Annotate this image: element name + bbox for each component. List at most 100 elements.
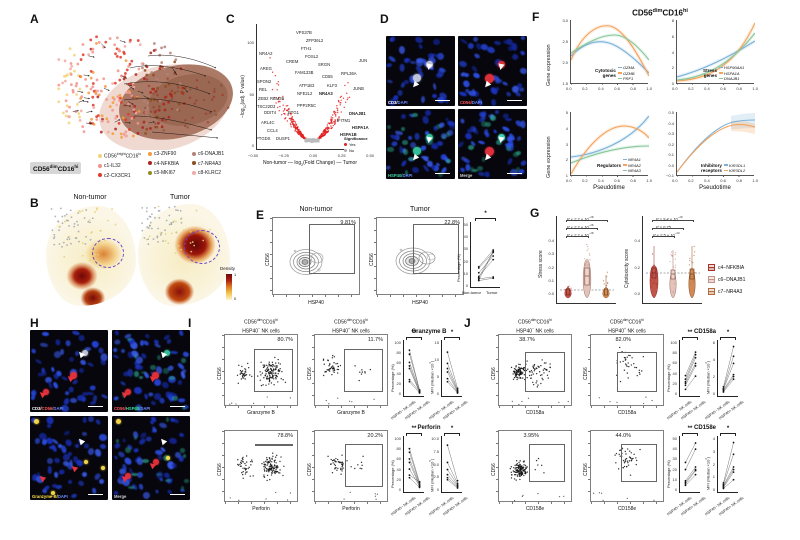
scatter-dot [63,255,66,258]
green-signal-blob [171,396,179,401]
scatter-dot [77,224,79,226]
fplot-ytick: −0.1 [666,173,674,178]
green-signal-blob [128,485,136,489]
scatter-dot [374,495,377,497]
fplot-xtick: 0.0 [672,86,678,91]
scatter-dot [263,461,265,463]
scatter-dot [269,457,271,460]
green-signal-blob [168,375,175,380]
line [723,442,734,483]
line [478,278,494,281]
scatter-dot [684,374,687,377]
line [124,121,131,124]
scatter-dot [694,356,697,359]
nucleus-blob [117,450,126,459]
scatter-dot [650,285,653,288]
accent-cell [42,388,49,395]
scatter-dot [521,372,524,375]
paired-ytick: 0 [436,487,439,492]
scatter-dot [334,113,337,116]
scatter-dot [277,466,279,468]
scatter-dot [240,465,242,467]
line [685,474,696,486]
scale-bar [507,172,522,174]
scatter-dot [325,399,327,402]
scatter-dot [684,388,687,391]
sig-bracket [444,337,460,340]
scatter-dot [151,213,153,216]
scatter-dot [124,130,128,134]
scatter-dot [122,77,126,81]
gate [255,443,293,446]
flow-plot-i2-pos: 20.2% [312,430,388,504]
scatter-dot [88,219,91,222]
nucleus-blob [100,393,108,399]
scatter-dot [191,116,194,119]
accent-cell [84,460,89,465]
scatter-dot [270,365,273,367]
scatter-dot [515,466,517,469]
legend-item: c5-MKI67 [148,169,179,179]
scatter-dot [170,97,174,101]
scatter-dot [173,205,176,208]
sig-stars: * [726,330,730,336]
scatter-dot [456,479,459,482]
scatter-dot [672,266,675,268]
scatter-dot [251,375,253,378]
scatter-dot [331,357,334,359]
violin-ytick: 0.2 [548,264,554,270]
scatter-dot [339,462,341,464]
arrowhead-icon [410,80,420,90]
scatter-dot [518,473,520,475]
scatter-dot [334,113,336,115]
scatter-dot [265,384,267,386]
scatter-dot [273,372,275,374]
scatter-dot [290,119,292,122]
scatter-dot [65,93,69,97]
scatter-dot [570,289,572,291]
scatter-dot [537,492,539,495]
scatter-dot [168,206,171,209]
arrowhead-icon [425,136,433,144]
gene-label: AREG [260,66,272,71]
paired-ytick: 0 [398,390,401,396]
scatter-dot [521,465,523,467]
scatter-dot [512,370,515,373]
scatter-dot [170,232,173,235]
pseudotime-xlabel: Pseudotime [593,185,625,191]
scatter-dot [175,220,177,223]
flow-xlabel: CD158a [525,410,545,416]
gene-label: HSPA1B [340,132,357,137]
scatter-dot [694,442,697,444]
scatter-dot [64,220,66,223]
scatter-dot [145,73,149,77]
scatter-dot [512,378,515,380]
scatter-dot [332,117,334,119]
scatter-dot [124,59,128,62]
scatter-dot [134,73,138,76]
legend-dash [719,72,724,74]
scatter-dot [638,371,641,374]
scatter-dot [631,357,633,359]
scatter-dot [134,97,138,100]
scatter-dot [518,377,520,379]
scatter-dot [510,471,513,474]
scatter-dot [291,120,294,123]
scatter-dot [309,140,311,142]
scatter-dot [149,110,153,113]
nucleus-blob [182,350,190,358]
gene-label: SRGN [318,62,331,67]
scatter-dot [340,468,342,471]
scatter-dot [89,259,91,262]
paired-lines [684,351,697,391]
fplot-legend-item: KIR3DL2 [723,168,745,173]
significance-no-dot [344,149,347,153]
scatter-dot [334,464,337,467]
nucleus-blob [89,385,97,392]
scatter-dot [585,264,587,266]
fplot-cytotoxic: Cytotoxic genes GZMA GZMB PRF1 [569,20,651,85]
scatter-dot [287,114,289,116]
scatter-dot [283,113,286,115]
p-bracket [566,236,589,239]
scatter-dot [623,356,626,359]
